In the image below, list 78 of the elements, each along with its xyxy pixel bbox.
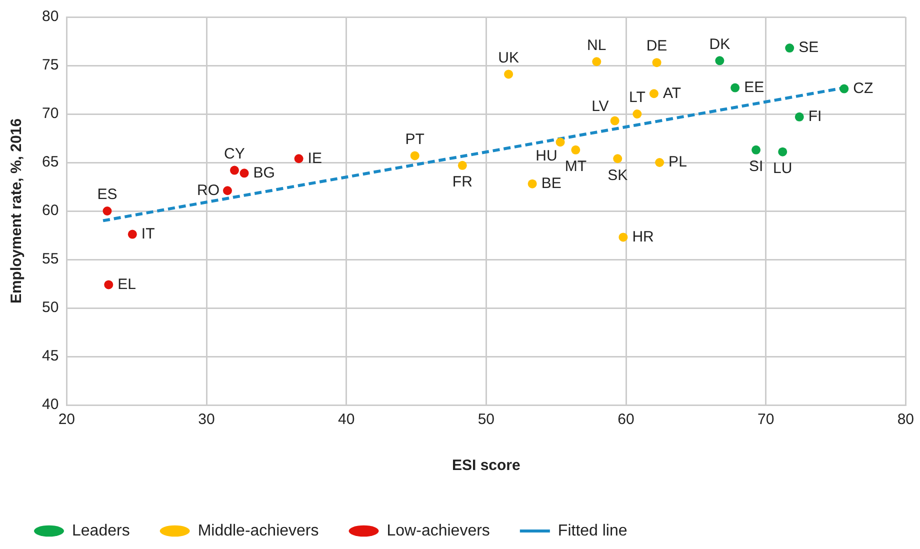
x-tick-label: 70 <box>757 411 774 428</box>
annotation: BG <box>253 164 275 182</box>
point <box>778 147 788 156</box>
point <box>458 160 467 170</box>
annotation: FI <box>808 108 822 126</box>
point <box>652 58 662 68</box>
y-tick-label: 75 <box>42 56 59 74</box>
annotation: MT <box>564 158 586 176</box>
y-tick-label: 70 <box>42 105 59 122</box>
point <box>504 70 514 79</box>
annotation: LU <box>773 160 792 177</box>
point <box>785 44 794 53</box>
point <box>715 56 724 66</box>
x-tick-label: 50 <box>478 411 495 428</box>
point <box>528 179 537 188</box>
point <box>102 206 112 216</box>
point <box>240 168 249 178</box>
point <box>571 145 580 154</box>
y-tick-label: 60 <box>42 202 59 220</box>
annotation: SE <box>798 39 819 56</box>
annotation: DE <box>646 38 668 55</box>
point <box>618 232 628 242</box>
annotation: BE <box>541 174 562 192</box>
x-tick-label: 30 <box>198 411 215 428</box>
annotation: PL <box>668 154 687 171</box>
point <box>410 151 420 160</box>
y-tick-label: 80 <box>42 8 59 26</box>
annotation: PT <box>405 130 424 148</box>
point <box>222 186 232 196</box>
y-tick-label: 65 <box>42 154 59 171</box>
annotation: IE <box>308 150 322 167</box>
point <box>655 158 664 167</box>
x-axis-title: ESI score <box>452 457 520 474</box>
x-tick-label: 20 <box>58 411 76 428</box>
point <box>632 110 642 118</box>
point <box>794 112 804 122</box>
point <box>294 154 304 164</box>
point <box>613 154 622 164</box>
x-tick-label: 60 <box>618 411 634 428</box>
annotation: RO <box>196 182 220 199</box>
legend-label: Fitted line <box>558 522 628 540</box>
point <box>556 138 565 147</box>
point <box>730 83 740 92</box>
point <box>752 145 761 154</box>
annotation: CZ <box>853 80 874 97</box>
point <box>840 84 849 94</box>
annotation: CY <box>224 145 245 162</box>
legend-label: Low-achievers <box>386 522 490 540</box>
y-tick-label: 50 <box>42 299 59 316</box>
annotation: HU <box>536 147 558 164</box>
x-tick-label: 80 <box>897 411 914 428</box>
y-tick-label: 55 <box>42 250 59 268</box>
annotation: LV <box>592 98 609 115</box>
point <box>610 116 620 126</box>
legend-label: Middle-achievers <box>198 522 319 540</box>
annotation: ES <box>97 186 118 204</box>
annotation: HR <box>632 228 654 246</box>
annotation: LT <box>628 89 646 106</box>
annotation: IT <box>141 225 155 242</box>
annotation: AT <box>662 84 682 102</box>
annotation: EE <box>744 78 764 96</box>
point <box>128 230 137 239</box>
annotation: NL <box>587 36 606 54</box>
annotation: DK <box>709 36 730 53</box>
legend-label: Leaders <box>72 522 130 540</box>
annotation: UK <box>498 49 519 66</box>
point <box>230 166 239 175</box>
y-tick-label: 45 <box>42 348 59 365</box>
point <box>592 57 602 66</box>
point <box>649 89 658 98</box>
annotation: SK <box>608 166 628 184</box>
annotation: SI <box>748 158 764 176</box>
annotation: FR <box>452 174 473 191</box>
x-tick-label: 40 <box>338 411 355 428</box>
y-axis-title: Employment rate, %, 2016 <box>8 118 26 304</box>
annotation: EL <box>118 276 136 293</box>
point <box>104 280 114 290</box>
y-tick-label: 40 <box>42 396 59 414</box>
